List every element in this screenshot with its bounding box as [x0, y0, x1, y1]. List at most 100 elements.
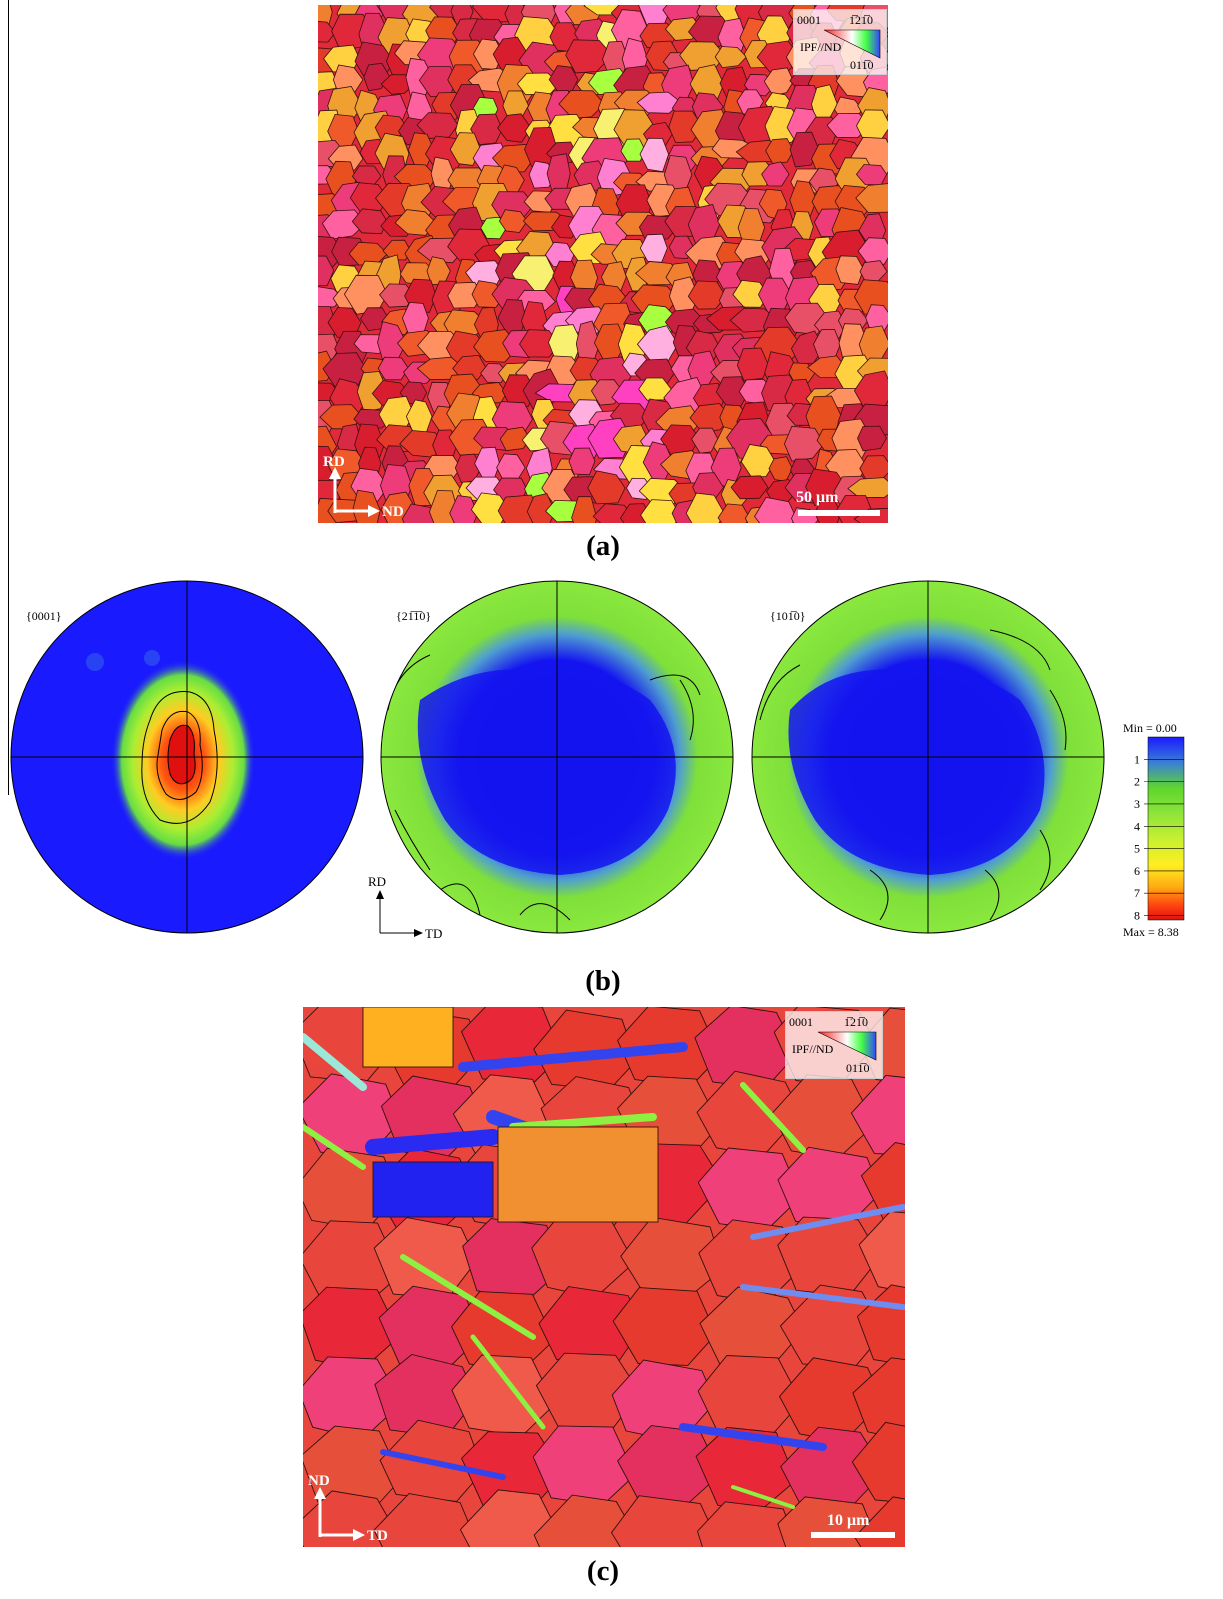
grain — [321, 209, 367, 240]
pole-figures: {0001} {21̅1̅0} {101̅0} RD TD Mi — [10, 580, 1185, 941]
ebsd-map-c: ND TD 10 μm 0001 1̅21̅0 IPF//ND 011̅0 — [303, 1007, 905, 1547]
grain — [373, 1493, 478, 1547]
grain — [855, 183, 888, 213]
pole-figure-title-1: {0001} — [26, 609, 62, 623]
twin-lath — [380, 1449, 506, 1480]
pole-figure-title-3: {101̅0} — [770, 609, 806, 623]
colorbar-tick-label: 2 — [1134, 775, 1140, 789]
pole-figure-axes: RD TD — [368, 874, 442, 941]
colorbar-tick-label: 1 — [1134, 752, 1140, 766]
grain — [465, 260, 505, 287]
colorbar-tick-label: 7 — [1134, 886, 1140, 900]
ipf-key-basal: 0001 — [797, 13, 821, 27]
scale-bar — [798, 510, 880, 516]
grain — [857, 425, 887, 452]
axis-label-vertical: ND — [308, 1473, 330, 1489]
ipf-triangle — [823, 29, 881, 59]
grain — [858, 1211, 905, 1293]
colorbar-max-label: Max = 8.38 — [1123, 925, 1179, 939]
grain — [620, 138, 646, 162]
grain — [740, 444, 776, 478]
grain — [526, 493, 556, 523]
axis-label-horizontal: TD — [367, 1528, 388, 1544]
grain — [571, 496, 598, 523]
grain — [380, 74, 415, 95]
ebsd-map-a-image: RD ND 50 μm — [318, 5, 888, 523]
ipf-key-prism1: 1̅21̅0 — [849, 13, 873, 27]
grain — [480, 362, 509, 384]
panel-label-a: (a) — [586, 530, 620, 562]
grain — [714, 46, 747, 69]
ipf-triangle — [817, 1031, 877, 1061]
grain — [689, 403, 732, 433]
grain — [852, 1357, 905, 1441]
grain — [612, 1287, 717, 1366]
grain — [318, 255, 335, 287]
twin-lath — [740, 1082, 806, 1153]
twin-lath — [679, 1423, 827, 1451]
pf-axis-vertical: RD — [368, 874, 386, 889]
grain — [452, 354, 487, 381]
grain — [416, 112, 459, 139]
grain — [732, 279, 769, 308]
grain — [857, 237, 888, 266]
grain — [587, 470, 626, 505]
ebsd-map-c-image: ND TD 10 μm — [303, 1007, 905, 1547]
grain — [685, 492, 725, 523]
colorbar-tick-label: 8 — [1134, 909, 1140, 923]
grain — [638, 377, 672, 401]
grain — [610, 1495, 717, 1547]
grain — [640, 499, 681, 523]
grain — [499, 426, 531, 452]
ipf-color-key: 0001 1̅21̅0 IPF//ND 011̅0 — [785, 1011, 883, 1079]
grain — [470, 113, 503, 146]
grain — [696, 1501, 799, 1547]
ipf-color-key: 0001 1̅21̅0 IPF//ND 011̅0 — [793, 9, 887, 75]
grain — [497, 1126, 659, 1223]
grain — [847, 477, 888, 499]
ipf-key-prism2: 011̅0 — [846, 1061, 870, 1075]
axis-label-horizontal: ND — [382, 504, 404, 520]
pole-figure-title-2: {21̅1̅0} — [396, 609, 431, 623]
ebsd-map-a: RD ND 50 μm 0001 1̅21̅0 IPF//ND 011̅0 — [318, 5, 888, 523]
grain — [332, 64, 364, 96]
twin-lath — [731, 1485, 795, 1509]
twin-lath — [303, 1124, 366, 1170]
ipf-key-prism2: 011̅0 — [850, 58, 874, 72]
twin-lath — [365, 1129, 501, 1155]
grain — [754, 496, 797, 523]
grain — [470, 492, 510, 523]
grain — [860, 1142, 905, 1225]
twin-lath — [400, 1254, 536, 1340]
scale-bar-label: 10 μm — [827, 1512, 870, 1529]
grain — [715, 376, 750, 407]
grain — [362, 1007, 454, 1068]
intensity-colorbar: Min = 0.00 1 2 3 4 5 6 7 8 Max = 8.38 — [1123, 721, 1185, 939]
panel-label-b: (b) — [585, 965, 621, 997]
grain — [449, 495, 478, 523]
grain — [783, 425, 825, 462]
grain — [568, 447, 596, 476]
grain — [717, 503, 751, 523]
grain — [851, 1421, 905, 1503]
grain — [377, 356, 409, 381]
twin-lath — [470, 1334, 546, 1430]
twin-lath — [750, 1204, 905, 1240]
axis-label-vertical: RD — [323, 454, 345, 470]
grain — [765, 138, 795, 164]
scale-bar — [811, 1532, 895, 1538]
twin-lath — [740, 1284, 905, 1310]
panel-label-c: (c) — [586, 1555, 620, 1587]
colorbar-min-label: Min = 0.00 — [1123, 721, 1177, 735]
grain — [763, 67, 794, 96]
colorbar-tick-label: 5 — [1134, 842, 1140, 856]
grain — [558, 90, 605, 119]
grain — [636, 91, 682, 114]
grain — [691, 427, 719, 454]
colorbar-tick-label: 4 — [1134, 819, 1140, 833]
grain — [379, 283, 415, 308]
colorbar-tick-label: 6 — [1134, 864, 1140, 878]
scale-bar-label: 50 μm — [796, 489, 839, 506]
grain — [736, 347, 769, 381]
grain — [519, 329, 560, 358]
